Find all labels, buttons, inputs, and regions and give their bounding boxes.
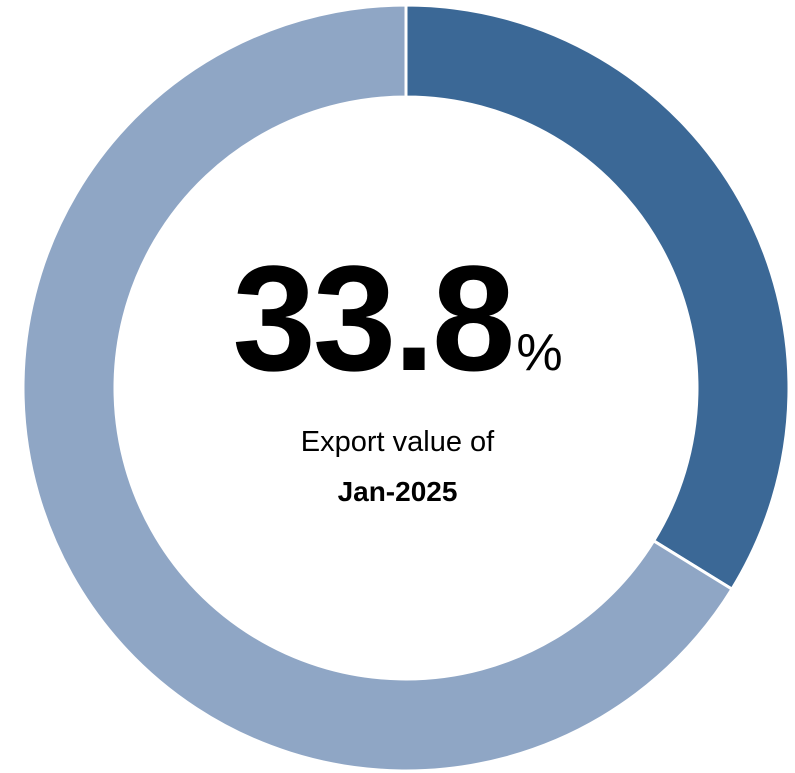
donut-slice-remainder <box>21 3 734 773</box>
donut-slice-export-share <box>404 3 791 592</box>
center-value: 33.8% <box>0 238 795 398</box>
center-period: Jan-2025 <box>337 476 458 507</box>
center-value-unit: % <box>516 324 563 382</box>
center-caption: Export value of <box>300 426 495 458</box>
center-value-number: 33.8 <box>232 234 515 402</box>
